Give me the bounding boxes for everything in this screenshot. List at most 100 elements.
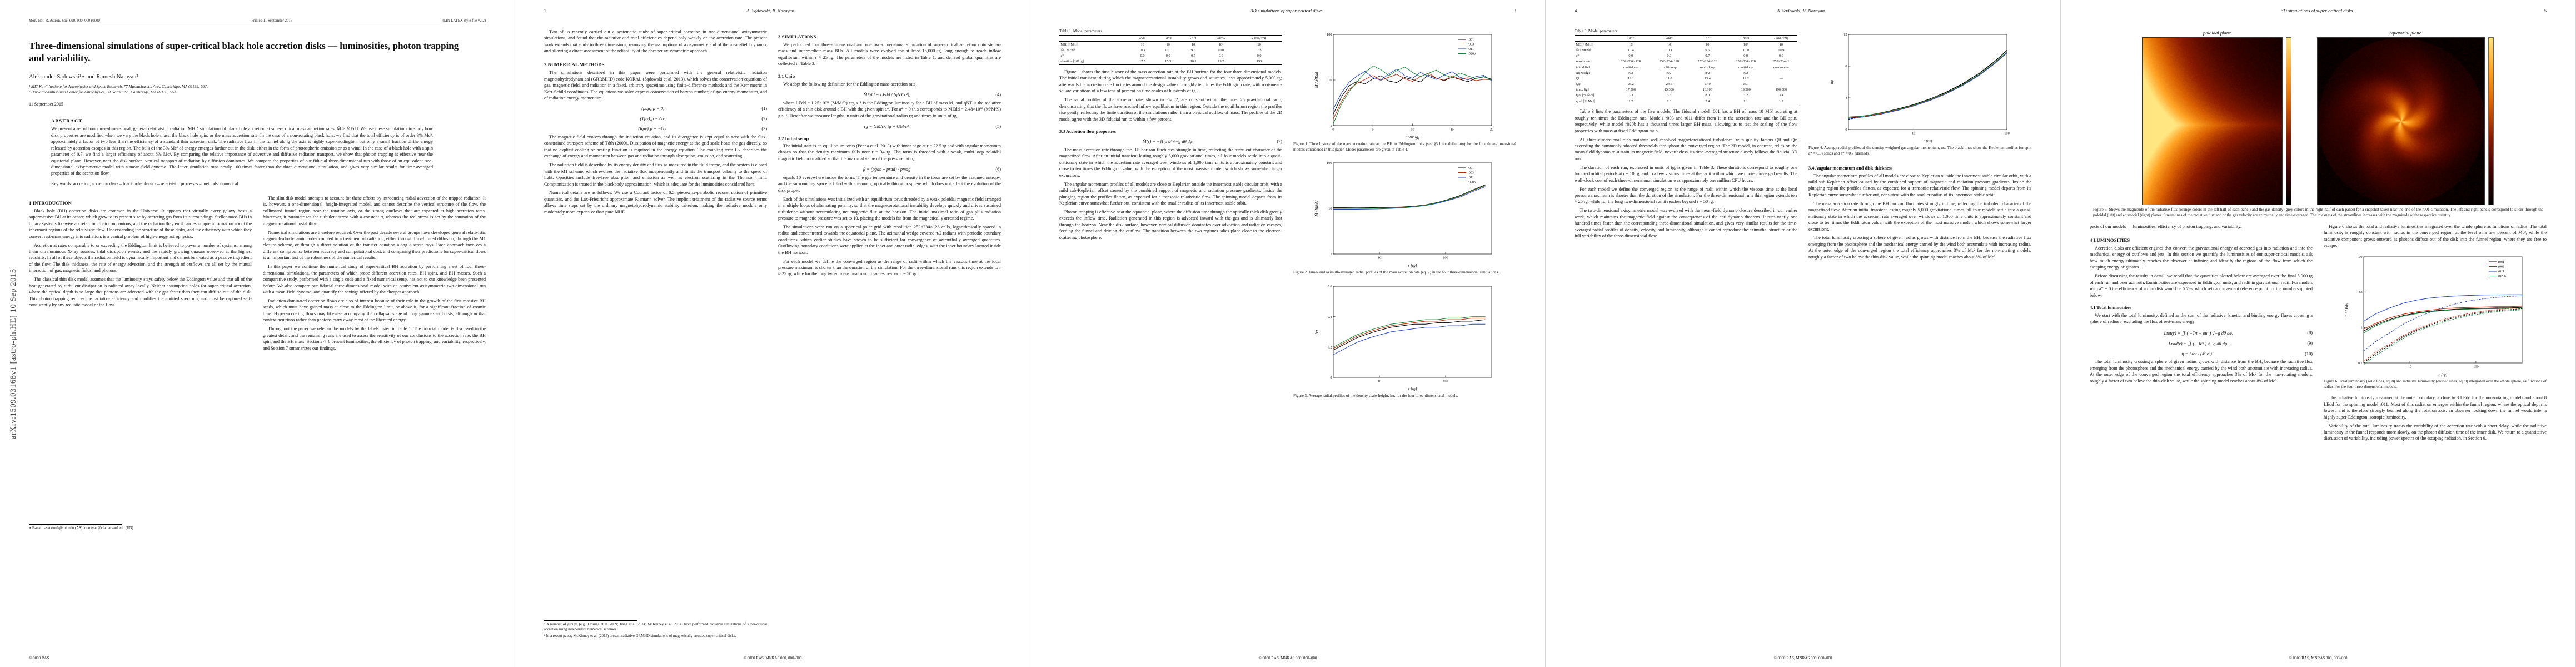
paragraph: The angular momentum profiles of all mod… — [1059, 181, 1282, 207]
subsection-disk-structure: 3.4 Angular momentum and disk thickness — [1808, 166, 2031, 171]
paragraph: The angular momentum profiles of all mod… — [1808, 173, 2031, 198]
svg-text:20: 20 — [1489, 128, 1493, 132]
paragraph: equals 10 everywhere inside the torus. T… — [778, 175, 1001, 193]
poloidal-colorbar — [2286, 37, 2291, 205]
svg-text:0.4: 0.4 — [1327, 315, 1332, 318]
footnote-2: ² In a recent paper, McKinney et al. (20… — [544, 634, 767, 639]
page2-left-column: Two of us recently carried out a systema… — [544, 29, 767, 640]
page-number: 3 — [1514, 8, 1516, 13]
svg-text:r001: r001 — [1468, 167, 1474, 170]
paragraph: The initial state is an equilibrium toru… — [778, 143, 1001, 162]
figure-5: poloidal plane equatorial plane — [2090, 30, 2547, 205]
equation-body: Ltot(r) = ∬ ( −Tʳt − ρuʳ ) √−g dθ dφ, — [2090, 330, 2307, 336]
page5-left-column: pects of our models — luminosities, effi… — [2090, 223, 2313, 601]
keywords: Key words: accretion, accretion discs – … — [51, 181, 433, 186]
poloidal-heatmap — [2142, 37, 2283, 205]
paragraph: The mass accretion rate through the BH h… — [1059, 147, 1282, 178]
section-numerical-methods: 2 NUMERICAL METHODS — [544, 62, 767, 67]
page3-right-column: 0 5 10 15 20 1 10 100 t [10³ tg] Ṁ / ṀEdd r001 r003… — [1293, 29, 1516, 640]
equation-number: (3) — [761, 126, 767, 131]
paragraph: Figure 6 shows the total and radiative l… — [2324, 223, 2547, 249]
equation-body: (Tμν);μ = Gν, — [544, 116, 761, 121]
footnote-rule — [29, 524, 122, 525]
paragraph: Numerical simulations are therefore requ… — [263, 230, 486, 261]
paragraph: Each of the simulations was initialized … — [778, 196, 1001, 222]
svg-text:100: 100 — [1327, 33, 1332, 37]
equation-6: β = (pgas + prad) / pmag (6) — [778, 167, 1001, 172]
table-1-caption: Table 1. Model parameters. — [1059, 29, 1282, 33]
equation-body: (Rμν);μ = −Gν. — [544, 126, 761, 131]
figure-3-plot: 10 100 0 0.2 0.4 0.6 r [rg] h/r — [1313, 282, 1497, 392]
paragraph: The slim disk model attempts to account … — [263, 195, 486, 227]
footnote-1: ¹ A number of groups (e.g., Ohsuga et al… — [544, 623, 767, 633]
svg-text:r020b: r020b — [1468, 181, 1476, 185]
equation-body: rg = GM/c², tg = GM/c³. — [778, 124, 995, 129]
svg-text:100: 100 — [2004, 132, 2009, 136]
equation-1: (ρuμ);μ = 0, (1) — [544, 106, 767, 111]
svg-text:1: 1 — [1330, 252, 1332, 256]
equation-number: (9) — [2307, 341, 2313, 346]
svg-text:10: 10 — [1377, 379, 1381, 383]
equation-body: Ṁ(r) = −∬ ρ uʳ √−g dθ dφ. — [1059, 138, 1277, 144]
abstract-label: ABSTRACT — [51, 118, 486, 123]
figure-1-plot: 0 5 10 15 20 1 10 100 t [10³ tg] Ṁ / ṀEdd r001 r003… — [1313, 30, 1497, 140]
equation-body: β = (pgas + prad) / pmag — [778, 167, 995, 172]
footnote-rule — [544, 620, 637, 621]
page-number: 5 — [2544, 8, 2547, 13]
page-footer: © 0000 RAS, MNRAS 000, 000–000 — [1546, 656, 2060, 660]
paragraph: The radiative luminosity measured at the… — [2324, 395, 2547, 420]
svg-text:8: 8 — [1845, 64, 1847, 68]
equatorial-colorbar — [2488, 37, 2494, 205]
page1-right-column: The slim disk model attempts to account … — [263, 195, 486, 533]
paragraph: Radiation-dominated accretion flows are … — [263, 298, 486, 323]
affiliation-1: ¹ MIT Kavli Institute for Astrophysics a… — [29, 84, 486, 89]
svg-text:r020b: r020b — [2498, 275, 2506, 278]
paragraph: Table 3 lists the parameters of the five… — [1575, 108, 1797, 134]
paragraph: The total luminosity crossing a sphere o… — [2090, 359, 2313, 384]
svg-text:12: 12 — [1843, 33, 1847, 37]
paragraph: The simulations described in this paper … — [544, 69, 767, 101]
paragraph: Accretion disks are efficient engines th… — [2090, 245, 2313, 271]
svg-text:r001: r001 — [2498, 261, 2504, 264]
equation-3: (Rμν);μ = −Gν. (3) — [544, 126, 767, 131]
figure-2-plot: 10 100 1 10 100 r [rg] Ṁ / ṀEdd r001 r003 r011 r02… — [1313, 158, 1497, 268]
paragraph: Accretion at rates comparable to or exce… — [29, 242, 252, 274]
journal-header: Mon. Not. R. Astron. Soc. 000, 000–000 (… — [29, 19, 486, 24]
svg-text:10: 10 — [1912, 132, 1915, 136]
paragraph: Variability of the total luminosity trac… — [2324, 423, 2547, 442]
paragraph: The mass accretion rate through the BH h… — [1808, 201, 2031, 232]
equatorial-panel-title: equatorial plane — [2389, 30, 2421, 36]
svg-text:r003: r003 — [1468, 172, 1474, 175]
paragraph: Numerical details are as follows. We use… — [544, 190, 767, 215]
abstract-text: We present a set of four three-dimension… — [51, 126, 433, 177]
page4-right-column: 10 100 0 4 8 12 r [rg] uφ Figure 4. Average rad… — [1808, 29, 2031, 640]
svg-text:100: 100 — [2473, 365, 2478, 369]
running-head: 3D simulations of super-critical disks 3 — [1059, 8, 1516, 13]
svg-text:r011: r011 — [1468, 176, 1474, 180]
paragraph: Black hole (BH) accretion disks are comm… — [29, 208, 252, 240]
svg-text:r001: r001 — [1468, 38, 1474, 42]
svg-text:0.6: 0.6 — [1327, 285, 1332, 288]
table-3: r001 r003 r011 r020b r300 (2D) MBH [M☉] 10 10 10… — [1575, 35, 1797, 108]
section-luminosities: 4 LUMINOSITIES — [2090, 237, 2313, 243]
affiliation-2: ² Harvard-Smithsonian Center for Astroph… — [29, 89, 486, 95]
date: 11 September 2015 — [29, 102, 486, 107]
running-author: A. Sądowski, R. Narayan — [546, 8, 994, 13]
figure-2-caption: Figure 2. Time- and azimuth-averaged rad… — [1293, 270, 1516, 276]
figure-6-caption: Figure 6. Total luminosity (solid lines,… — [2324, 379, 2547, 390]
page2-right-column: 3 SIMULATIONS We performed four three-di… — [778, 29, 1001, 640]
page-1: Mon. Not. R. Astron. Soc. 000, 000–000 (… — [0, 0, 515, 667]
svg-text:r003: r003 — [2498, 266, 2504, 269]
equatorial-heatmap — [2317, 37, 2485, 205]
journal-header-left: Mon. Not. R. Astron. Soc. 000, 000–000 (… — [29, 19, 101, 23]
paragraph: The simulations were run on a spherical-… — [778, 224, 1001, 256]
svg-text:1: 1 — [2360, 326, 2362, 330]
svg-text:100: 100 — [1443, 256, 1448, 260]
running-title: 3D simulations of super-critical disks — [1059, 8, 1514, 13]
paragraph: The total luminosity crossing a sphere o… — [1808, 235, 2031, 260]
svg-text:L / LEdd: L / LEdd — [2345, 303, 2349, 317]
figure-5-caption: Figure 5. Shows the magnitude of the rad… — [2093, 207, 2543, 218]
paper-title: Three-dimensional simulations of super-c… — [29, 40, 469, 64]
svg-text:10: 10 — [1328, 78, 1332, 82]
figure-1-caption: Figure 1. Time history of the mass accre… — [1293, 142, 1516, 152]
